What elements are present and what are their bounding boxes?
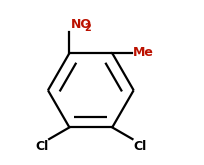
Text: Cl: Cl [35,140,48,153]
Text: 2: 2 [84,23,90,33]
Text: Cl: Cl [133,140,146,153]
Text: NO: NO [71,18,92,31]
Text: Me: Me [132,46,153,59]
